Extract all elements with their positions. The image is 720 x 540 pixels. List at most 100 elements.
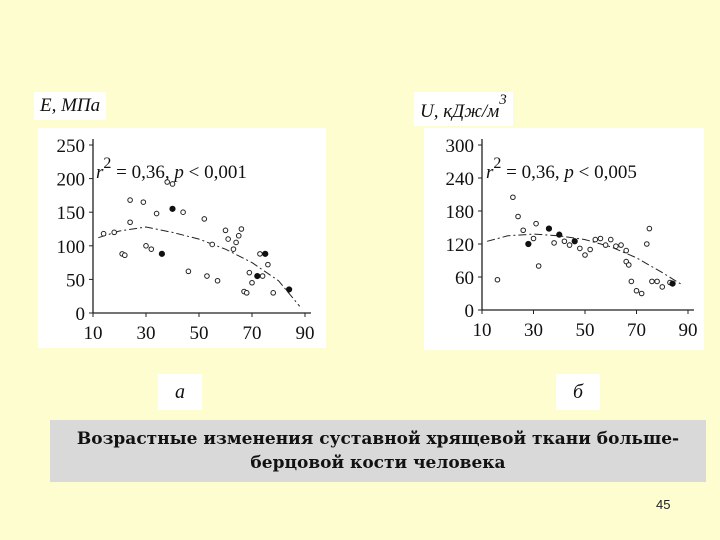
chart-a-point-open bbox=[201, 216, 208, 222]
chart-a-x-tick-label: 50 bbox=[190, 323, 209, 344]
chart-b-point-open bbox=[618, 242, 624, 248]
chart-b-y-tick-label: 240 bbox=[446, 169, 475, 190]
chart-b-x-tick-label: 50 bbox=[576, 320, 595, 341]
chart-a-point-open bbox=[225, 236, 231, 242]
chart-b-point-open bbox=[602, 242, 609, 248]
chart-b-point-open bbox=[623, 247, 630, 254]
chart-a-plot-background bbox=[38, 128, 326, 348]
chart-a-y-tick-label: 250 bbox=[57, 136, 86, 157]
chart-a-x-tick-label: 90 bbox=[296, 323, 315, 344]
chart-b-point-open bbox=[607, 236, 614, 243]
chart-a-panel-letter: а bbox=[158, 374, 202, 410]
chart-a-point-open bbox=[169, 181, 176, 187]
chart-a-x-tick-label: 70 bbox=[243, 323, 262, 344]
caption-line-2: берцовой кости человека bbox=[250, 453, 506, 473]
chart-a-point-open bbox=[243, 290, 250, 296]
chart-a-point-open bbox=[153, 210, 160, 217]
chart-a-y-tick-label: 200 bbox=[57, 170, 86, 191]
chart-b-annotation: r2 = 0,36, p < 0,005 bbox=[486, 155, 637, 183]
chart-b-point-open bbox=[597, 235, 604, 242]
chart-b-point-filled bbox=[556, 231, 563, 238]
chart-b-point-open bbox=[628, 278, 635, 285]
chart-a-ylabel-text: E, МПа bbox=[40, 95, 101, 116]
caption-line-1: Возрастные изменения суставной хрящевой … bbox=[76, 429, 680, 449]
chart-a-point-open bbox=[209, 241, 216, 248]
chart-a-x-tick-label: 30 bbox=[137, 323, 156, 344]
chart-a-point-open bbox=[185, 268, 192, 275]
chart-b-y-tick-label: 180 bbox=[446, 202, 475, 223]
chart-a-point-open bbox=[233, 239, 239, 246]
chart-a-point-open bbox=[238, 226, 245, 232]
chart-a-y-tick-label: 50 bbox=[66, 270, 85, 291]
chart-b-point-filled bbox=[545, 225, 553, 232]
chart-b-point-open bbox=[510, 194, 516, 201]
chart-b-panel-letter: б bbox=[556, 374, 600, 410]
chart-a-y-tick-label: 150 bbox=[57, 203, 86, 224]
chart-b-x-tick-label: 70 bbox=[627, 320, 646, 341]
chart-b-y-tick-label: 120 bbox=[446, 235, 475, 256]
chart-b-x-tick-label: 30 bbox=[524, 320, 543, 341]
chart-b-point-open bbox=[515, 213, 521, 220]
chart-b-point-open bbox=[654, 278, 660, 285]
chart-b-point-open bbox=[530, 235, 537, 242]
chart-b-y-tick-label: 60 bbox=[455, 268, 474, 289]
chart-a-point-open bbox=[222, 227, 229, 234]
chart-b-y-tick-label: 300 bbox=[446, 136, 475, 157]
chart-a-point-filled bbox=[158, 250, 165, 257]
chart-b-point-open bbox=[625, 262, 632, 268]
chart-b-point-open bbox=[520, 227, 527, 234]
chart-a-y-tick-label: 100 bbox=[57, 237, 86, 258]
chart-b-point-open bbox=[592, 236, 599, 243]
chart-b-point-filled bbox=[669, 280, 676, 287]
chart-a-x-tick-label: 10 bbox=[84, 323, 103, 344]
chart-a-point-open bbox=[249, 279, 255, 286]
chart-b-point-filled bbox=[571, 238, 578, 245]
chart-a-point-open bbox=[204, 273, 210, 279]
chart-a-point-open bbox=[164, 179, 170, 185]
chart-b-point-open bbox=[566, 242, 573, 248]
chart-a-point-filled bbox=[254, 272, 261, 280]
chart-a-point-open bbox=[270, 290, 277, 296]
chart-a-point-open bbox=[111, 229, 117, 236]
chart-a-annotation: r2 = 0,36, p < 0,001 bbox=[96, 155, 247, 183]
chart-a-y-tick-label: 0 bbox=[76, 304, 86, 325]
chart-a-point-filled bbox=[262, 250, 269, 257]
chart-a-point-open bbox=[235, 232, 242, 239]
chart-a-point-filled bbox=[286, 286, 293, 293]
chart-b-point-open bbox=[659, 284, 666, 290]
chart-b-x-tick-label: 90 bbox=[679, 320, 698, 341]
chart-b-x-tick-label: 10 bbox=[473, 320, 492, 341]
chart-b-point-open bbox=[649, 278, 655, 285]
chart-b-point-open bbox=[494, 276, 501, 283]
page-number: 45 bbox=[656, 497, 671, 512]
chart-b-y-tick-label: 0 bbox=[465, 301, 475, 322]
chart-a-point-open bbox=[214, 277, 221, 284]
chart-a-point-open bbox=[246, 269, 253, 276]
figure-caption: Возрастные изменения суставной хрящевой … bbox=[50, 420, 706, 482]
chart-b-point-open bbox=[551, 240, 557, 246]
chart-a-ylabel: E, МПа bbox=[34, 92, 107, 120]
chart-b-point-open bbox=[577, 245, 583, 252]
chart-b-point-open bbox=[587, 246, 593, 253]
chart-b-point-filled bbox=[525, 240, 532, 248]
chart-b-point-open bbox=[646, 225, 653, 232]
chart-b-point-open bbox=[613, 243, 619, 249]
chart-b-point-open bbox=[633, 287, 640, 294]
chart-b-point-open bbox=[533, 220, 539, 227]
chart-b-ylabel-text: U, кДж/м3 bbox=[420, 92, 507, 123]
chart-b-ylabel: U, кДж/м3 bbox=[414, 92, 513, 127]
chart-a-point-open bbox=[230, 246, 237, 252]
chart-a-point-open bbox=[100, 230, 107, 237]
chart-a-point-open bbox=[127, 219, 133, 226]
chart-a-point-open bbox=[180, 209, 186, 215]
chart-a-point-open bbox=[148, 246, 155, 252]
chart-a-point-open bbox=[140, 199, 147, 205]
chart-a-point-filled bbox=[169, 205, 176, 212]
chart-b-point-open bbox=[582, 252, 588, 258]
chart-a-point-open bbox=[127, 197, 133, 203]
chart-b-point-open bbox=[535, 263, 542, 269]
chart-b-trend-line bbox=[486, 233, 684, 286]
chart-a-point-open bbox=[143, 243, 149, 249]
